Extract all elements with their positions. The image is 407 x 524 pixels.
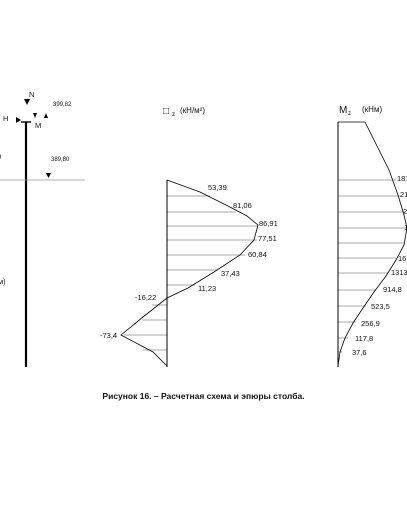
moment-header-unit: (кНм): [362, 105, 382, 114]
moment-curve: [337, 121, 407, 367]
moment-header-subscript: z: [348, 111, 351, 117]
figure-caption: Рисунок 16. – Расчетная схема и эпюры ст…: [102, 391, 305, 401]
pressure-value: 11,23: [198, 284, 216, 293]
pressure-value: 81,06: [233, 201, 252, 210]
pressure-hatching: [124, 195, 258, 351]
pressure-value: 60,84: [248, 250, 267, 259]
pressure-header-symbol: □: [163, 106, 169, 117]
moment-value: 1313: [391, 268, 407, 277]
moment-header-symbol: M: [339, 105, 347, 116]
moment-value: 21: [400, 190, 407, 199]
ground-level-label: 389,80: [51, 157, 70, 163]
moment-hatching: [338, 179, 407, 353]
top-level-label: 399,82: [53, 102, 72, 108]
pressure-value: 37,43: [221, 269, 240, 278]
moment-diagram: M z (кНм) 187 21 2 1 16 1313 914,8 523,5…: [337, 105, 407, 367]
moment-value: 523,5: [371, 302, 390, 311]
load-n-label: N: [29, 90, 34, 99]
moment-value: 16: [398, 254, 406, 263]
moment-value: 37,6: [352, 348, 367, 357]
left-edge-label-mid: 0: [0, 152, 1, 161]
moment-value: 914,8: [383, 285, 402, 294]
moment-value: 187: [397, 174, 407, 183]
pressure-value: -73,4: [100, 331, 117, 340]
moment-value: 1: [404, 223, 407, 232]
moment-m-label: M: [35, 121, 41, 130]
pressure-curve: [120, 179, 259, 367]
moment-value: 256,9: [361, 319, 380, 328]
left-edge-label-bottom: м): [0, 277, 6, 286]
moment-arrow-left: [33, 113, 37, 118]
load-h-arrow: [16, 117, 21, 123]
pressure-header-subscript: z: [172, 112, 175, 118]
load-h-label: H: [3, 114, 8, 123]
pressure-value: 86,91: [259, 219, 278, 228]
calculation-scheme: N H M 399,82 389,80 0 м): [0, 90, 85, 367]
pressure-value: -16,22: [135, 293, 156, 302]
pressure-header-unit: (кН/м²): [180, 106, 205, 115]
moment-value: 117,8: [355, 334, 373, 343]
moment-value: 2: [403, 207, 407, 216]
ground-level-marker: [46, 173, 51, 178]
pressure-diagram: □ z (кН/м²) 53,39 81,06 86,91 77,51 60,8…: [100, 106, 278, 367]
moment-arrow-right: [44, 113, 48, 118]
pressure-value: 77,51: [258, 234, 277, 243]
pressure-value: 53,39: [208, 183, 227, 192]
load-n-arrow: [24, 99, 30, 105]
